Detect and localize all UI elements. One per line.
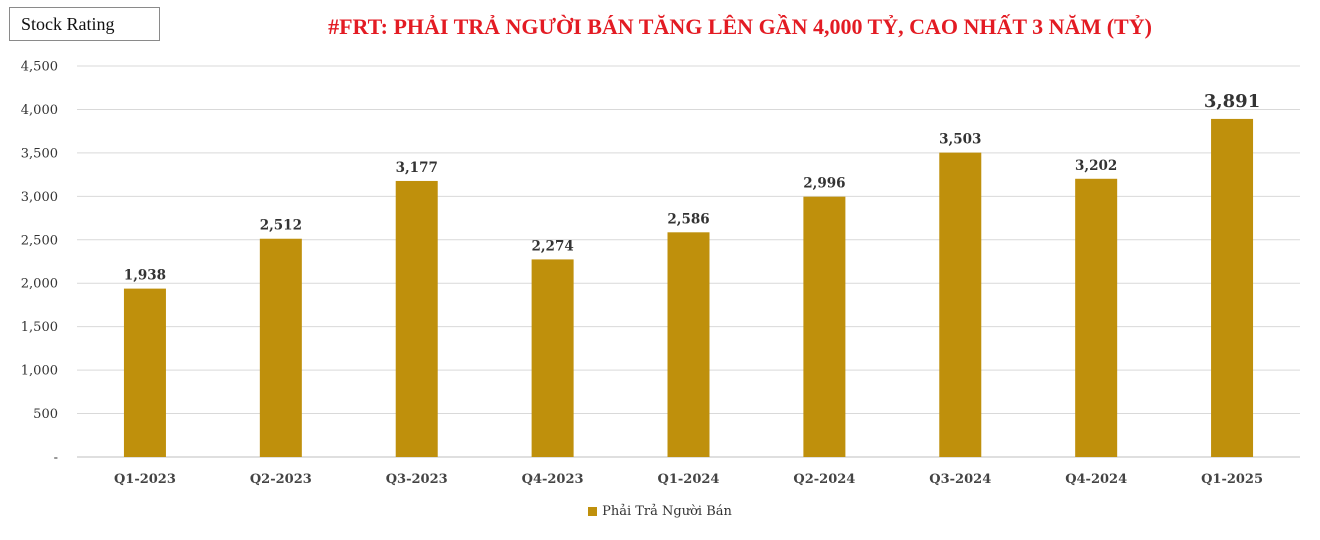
bar [803, 196, 846, 457]
data-label: 1,938 [124, 268, 166, 284]
bar-chart: - 500 1,000 1,500 2,000 2,500 3,000 3,500 4,000 4… [21, 60, 1300, 487]
y-tick-label: 3,000 [21, 190, 58, 205]
legend-swatch [588, 507, 598, 516]
x-category-label: Q2-2024 [793, 472, 855, 487]
x-category-label: Q4-2024 [1065, 472, 1127, 487]
data-label: 2,512 [260, 218, 302, 234]
y-tick-label: 500 [33, 407, 58, 422]
x-category-label: Q2-2023 [250, 472, 312, 487]
data-label: 2,996 [803, 176, 845, 192]
x-category-label: Q1-2024 [658, 472, 720, 487]
data-labels: 1,938 2,512 3,177 2,274 2,586 2,996 3,503 3,202… [124, 91, 1260, 284]
stock-rating-badge: Stock Rating [9, 7, 160, 41]
y-axis-ticks: - 500 1,000 1,500 2,000 2,500 3,000 3,500 4,000 4… [21, 60, 58, 466]
legend-label: Phải Trả Người Bán [602, 504, 732, 519]
bar [939, 152, 982, 457]
bar [1211, 118, 1254, 457]
bar [395, 180, 438, 458]
x-category-label: Q1-2025 [1201, 472, 1263, 487]
x-axis-categories: Q1-2023 Q2-2023 Q3-2023 Q4-2023 Q1-2024 Q2-20… [114, 472, 1263, 487]
data-label: 3,891 [1204, 91, 1260, 112]
y-tick-label: 1,000 [21, 364, 58, 379]
data-label: 2,586 [667, 211, 709, 227]
y-tick-label: 4,500 [21, 60, 58, 75]
bar [259, 238, 302, 457]
x-category-label: Q4-2023 [522, 472, 584, 487]
y-tick-label: 4,000 [21, 103, 58, 118]
data-label: 3,503 [939, 132, 981, 148]
bar [667, 232, 710, 457]
data-label: 3,202 [1075, 158, 1117, 174]
y-tick-label: 1,500 [21, 320, 58, 335]
bar [123, 288, 166, 457]
y-tick-label: 2,500 [21, 233, 58, 248]
x-category-label: Q3-2024 [929, 472, 991, 487]
y-tick-label: 2,000 [21, 277, 58, 292]
bar [1075, 178, 1118, 457]
bar [531, 259, 574, 457]
legend: Phải Trả Người Bán [0, 504, 1320, 519]
y-tick-label: 3,500 [21, 146, 58, 161]
bars [123, 118, 1254, 458]
chart-title: #FRT: PHẢI TRẢ NGƯỜI BÁN TĂNG LÊN GẦN 4,… [328, 14, 1152, 39]
x-category-label: Q1-2023 [114, 472, 176, 487]
y-tick-label: - [54, 451, 58, 466]
data-label: 2,274 [531, 238, 573, 254]
data-label: 3,177 [396, 160, 438, 176]
x-category-label: Q3-2023 [386, 472, 448, 487]
